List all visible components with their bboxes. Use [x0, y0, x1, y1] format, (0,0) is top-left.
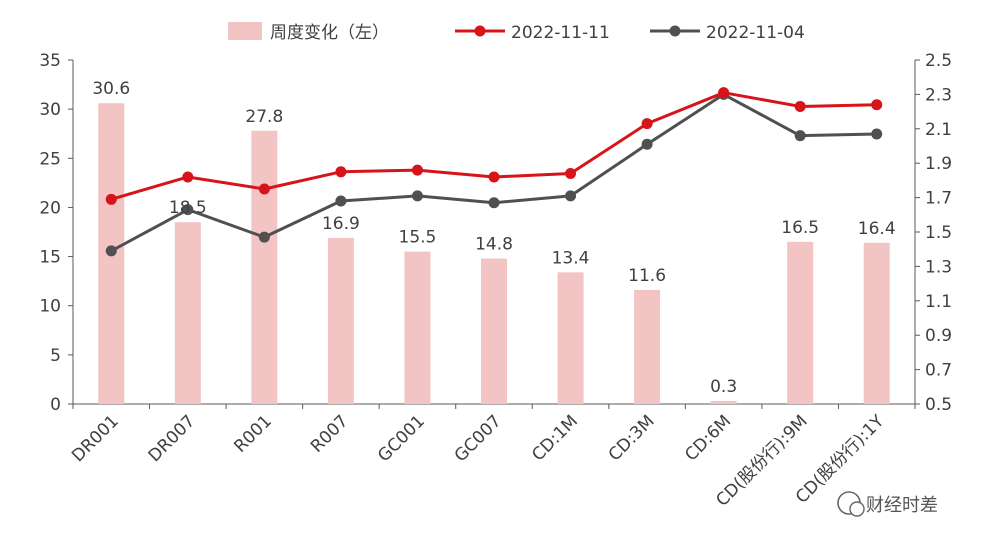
right-tick-label: 1.5	[925, 223, 952, 243]
bar-value-label: 11.6	[628, 266, 666, 286]
data-labels: 30.6 18.5 27.8 16.9 15.5 14.8 13.4 11.6 0.3 16.5 1…	[92, 79, 895, 397]
x-category-label: R001	[230, 411, 275, 456]
bar	[863, 242, 890, 404]
line-point	[718, 87, 730, 99]
left-tick-label: 0	[50, 395, 61, 415]
bar-value-label: 16.9	[322, 214, 360, 234]
bar	[174, 222, 201, 404]
bar	[557, 272, 584, 404]
x-axis-labels: DR001 DR007 R001 R007 GC001 GC007 CD:1M CD:3M CD…	[68, 411, 889, 511]
watermark-text: 财经时差	[866, 495, 938, 516]
bar	[327, 237, 354, 404]
x-category-label: GC007	[451, 411, 506, 466]
legend-bar-swatch	[228, 22, 262, 40]
line-point	[488, 171, 500, 183]
x-category-label: GC001	[374, 411, 429, 466]
bar-value-label: 16.5	[781, 218, 819, 238]
left-tick-label: 5	[50, 346, 61, 366]
left-tick-label: 35	[39, 51, 61, 71]
legend-bar-label: 周度变化（左）	[270, 23, 389, 43]
left-tick-label: 15	[39, 248, 61, 268]
watermark: 财经时差	[837, 491, 938, 517]
left-tick-label: 20	[39, 198, 61, 218]
bar-value-label: 15.5	[399, 228, 437, 248]
left-tick-label: 10	[39, 297, 61, 317]
right-tick-label: 0.9	[925, 326, 952, 346]
right-tick-label: 0.5	[925, 395, 952, 415]
right-tick-label: 1.7	[925, 189, 952, 209]
bar-value-label: 13.4	[552, 248, 590, 268]
x-category-label: CD:1M	[528, 411, 582, 465]
line-point	[871, 99, 883, 111]
legend-line-2-label: 2022-11-04	[706, 23, 805, 43]
line-point	[105, 245, 117, 257]
bar	[710, 401, 737, 404]
line-point	[411, 190, 423, 202]
right-tick-label: 0.7	[925, 361, 952, 381]
wechat-logo-icon-inner	[849, 501, 865, 517]
right-tick-label: 1.9	[925, 154, 952, 174]
line-point	[794, 100, 806, 112]
x-category-label: DR007	[145, 411, 200, 466]
line-point	[335, 166, 347, 178]
x-category-label: DR001	[68, 411, 123, 466]
line-point	[411, 164, 423, 176]
legend-line-1-label: 2022-11-11	[511, 23, 610, 43]
line-point	[794, 130, 806, 142]
line-point	[258, 183, 270, 195]
x-category-label: CD:6M	[681, 411, 735, 465]
x-category-label: CD:3M	[605, 411, 659, 465]
bar-value-label: 27.8	[245, 107, 283, 127]
line-point	[565, 168, 577, 180]
x-category-label: R007	[307, 411, 352, 456]
right-tick-label: 1.3	[925, 257, 952, 277]
line-point	[258, 231, 270, 243]
line-point	[335, 195, 347, 207]
bar-value-label: 0.3	[710, 377, 737, 397]
right-tick-label: 2.5	[925, 51, 952, 71]
line-point	[565, 190, 577, 202]
line-series	[105, 87, 883, 257]
bar	[251, 130, 278, 404]
legend-line-1-marker	[474, 25, 486, 37]
line-series-path	[110, 91, 877, 201]
legend-line-2-marker	[669, 25, 681, 37]
legend: 周度变化（左） 2022-11-11 2022-11-04	[228, 22, 805, 43]
axes: 0 5 10 15 20 25 30 35 0.5 0.7 0.9 1.1 1.3 1.5 1.7 1.9 2.…	[39, 51, 952, 415]
bar	[481, 258, 507, 404]
left-tick-label: 30	[39, 100, 61, 120]
right-tick-label: 1.1	[925, 292, 952, 312]
right-tick-label: 2.3	[925, 85, 952, 105]
bar-series	[98, 103, 890, 404]
bar-value-label: 30.6	[92, 79, 130, 99]
bar	[404, 251, 431, 404]
left-tick-label: 25	[39, 149, 61, 169]
line-point	[641, 118, 653, 130]
line-point	[105, 193, 117, 205]
bar	[787, 241, 814, 404]
bar	[634, 289, 661, 404]
line-point	[641, 138, 653, 150]
line-point	[871, 128, 883, 140]
bar-value-label: 16.4	[858, 219, 896, 239]
line-point	[182, 171, 194, 183]
bar-value-label: 14.8	[475, 235, 513, 255]
bar-value-label: 18.5	[169, 198, 207, 218]
line-point	[182, 204, 194, 216]
right-tick-label: 2.1	[925, 120, 952, 140]
line-point	[488, 197, 500, 209]
